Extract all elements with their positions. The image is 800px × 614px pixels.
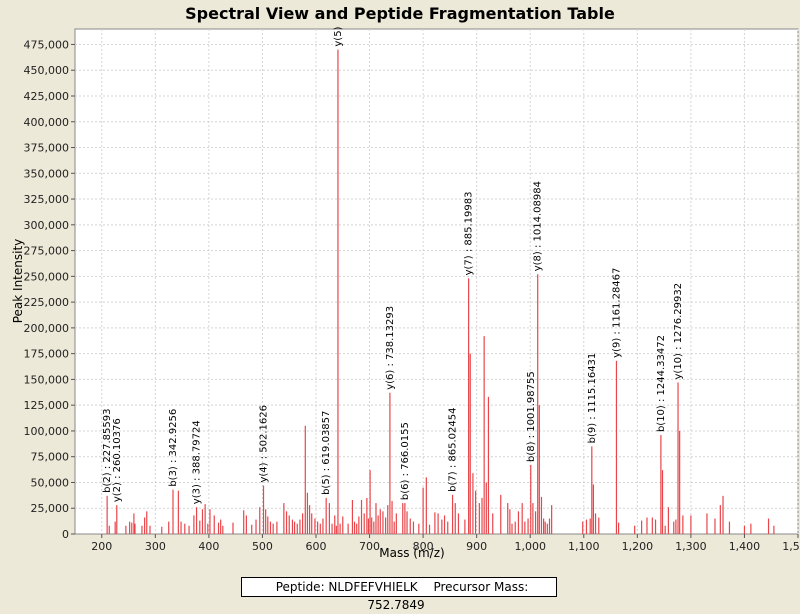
x-tick-label: 900: [466, 540, 487, 553]
peak-annotation: b(5) : 619.03857: [321, 411, 332, 495]
y-tick-label: 250,000: [24, 270, 70, 283]
x-tick-label: 1,200: [622, 540, 654, 553]
peak-annotation: y(6) : 738.13293: [385, 306, 396, 390]
x-tick-label: 800: [413, 540, 434, 553]
peak-annotation: y(7) : 885.19983: [464, 192, 475, 276]
x-tick-label: 600: [306, 540, 327, 553]
peak-annotation: b(2) : 227.85593: [102, 409, 113, 493]
x-tick-label: 1,300: [675, 540, 707, 553]
x-axis-label: Mass (m/z): [379, 546, 444, 560]
y-tick-label: 400,000: [24, 116, 70, 129]
peak-annotation: b(3) : 342.9256: [168, 409, 179, 487]
x-tick-label: 200: [91, 540, 112, 553]
y-tick-label: 150,000: [24, 373, 70, 386]
peak-annotation: y(8) : 1014.08984: [533, 181, 544, 271]
peak-annotation: y(5): [333, 26, 344, 46]
y-tick-label: 25,000: [31, 502, 70, 515]
y-tick-label: 475,000: [24, 38, 70, 51]
chart-title: Spectral View and Peptide Fragmentation …: [185, 4, 615, 23]
x-tick-label: 300: [145, 540, 166, 553]
peak-annotation: b(8) : 1001.98755: [526, 371, 537, 462]
peak-annotation: y(3) : 388.79724: [192, 420, 203, 504]
x-axis: 200 300 400 500 600 700 800 900 1,000 1,100 1,200 1…: [91, 534, 800, 553]
peak-annotation: y(2) : 260.10376: [112, 418, 123, 502]
y-tick-label: 100,000: [24, 425, 70, 438]
y-tick-label: 375,000: [24, 142, 70, 155]
y-axis: 0 25,000 50,000 75,000 100,000 125,000 150,000…: [24, 38, 75, 541]
y-tick-label: 425,000: [24, 90, 70, 103]
x-tick-label: 400: [198, 540, 219, 553]
x-tick-label: 1,000: [514, 540, 546, 553]
y-tick-label: 325,000: [24, 193, 70, 206]
y-tick-label: 125,000: [24, 399, 70, 412]
legend-peptide: Peptide: NLDFEFVHIELK: [275, 580, 418, 594]
grid: [75, 29, 799, 534]
x-tick-label: 700: [359, 540, 380, 553]
peak-annotation: y(4) : 502.1626: [259, 405, 270, 483]
y-tick-label: 50,000: [31, 476, 70, 489]
y-tick-label: 0: [62, 528, 69, 541]
y-tick-label: 450,000: [24, 64, 70, 77]
y-tick-label: 350,000: [24, 167, 70, 180]
peak-annotation: b(6) : 766.0155: [400, 422, 411, 500]
plot-area: [74, 28, 799, 535]
y-tick-label: 275,000: [24, 245, 70, 258]
y-tick-label: 200,000: [24, 322, 70, 335]
legend: Peptide: NLDFEFVHIELK Precursor Mass: 75…: [241, 577, 557, 612]
x-tick-label: 500: [252, 540, 273, 553]
x-tick-label: 1,100: [568, 540, 600, 553]
peak-annotation: b(10) : 1244.33472: [656, 335, 667, 432]
chart: Spectral View and Peptide Fragmentation …: [11, 4, 800, 560]
peak-annotation: b(9) : 1115.16431: [587, 353, 598, 444]
y-axis-label: Peak Intensity: [11, 239, 25, 324]
y-tick-label: 175,000: [24, 348, 70, 361]
peak-series: [106, 49, 775, 534]
x-tick-label: 1,400: [729, 540, 761, 553]
peak-annotation: y(10) : 1276.29932: [673, 283, 684, 380]
y-tick-label: 225,000: [24, 296, 70, 309]
peak-annotation: y(9) : 1161.28467: [611, 268, 622, 358]
peak-annotation: b(7) : 865.02454: [448, 408, 459, 492]
x-tick-label: 1,500: [782, 540, 800, 553]
y-tick-label: 300,000: [24, 219, 70, 232]
y-tick-label: 75,000: [31, 451, 70, 464]
